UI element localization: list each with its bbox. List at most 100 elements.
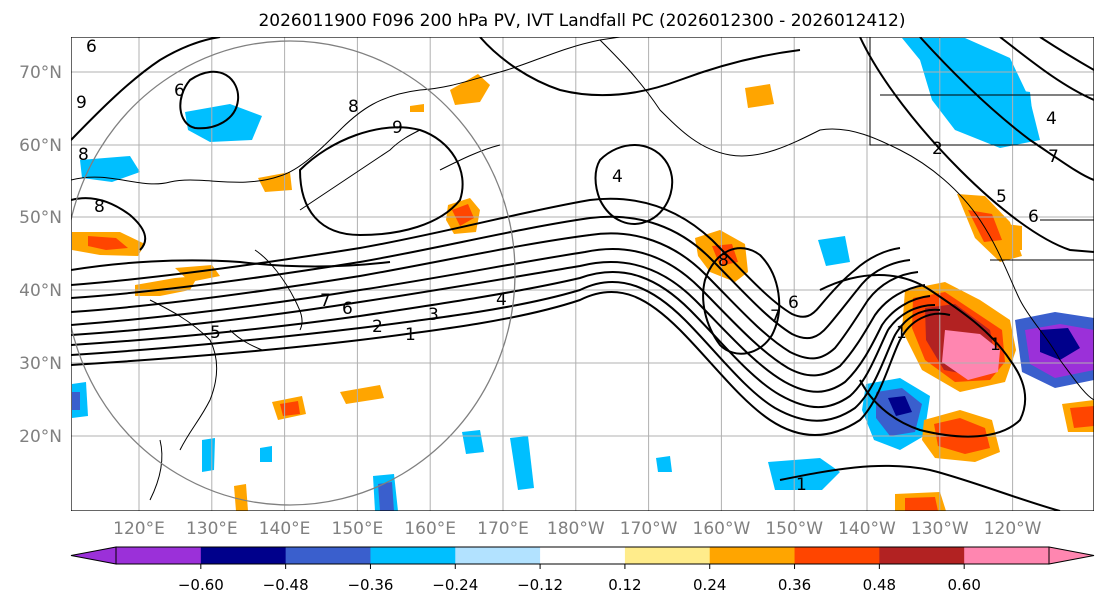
shade-warm [258, 172, 292, 192]
shade-hot [88, 236, 128, 250]
longitude-label: 130°E [186, 519, 238, 539]
contour-label: 2 [372, 317, 383, 337]
shade-warm [745, 84, 774, 108]
contour-label: 4 [1046, 109, 1057, 129]
longitude-labels: 120°E 130°E 140°E 150°E 160°E 170°E 180°W 170°W… [113, 519, 1042, 539]
latitude-label: 50°N [19, 208, 62, 228]
shade-hot [968, 210, 1002, 242]
colorbar-tick-label: −0.12 [517, 576, 563, 594]
longitude-label: 170°E [477, 519, 529, 539]
colorbar-swatch [455, 547, 541, 564]
colorbar-tick-label: −0.48 [263, 576, 309, 594]
shade-cool [510, 436, 534, 490]
shade-cool [656, 456, 672, 472]
contour-label: 8 [78, 145, 89, 165]
contour-label: 1 [796, 475, 807, 495]
colorbar-swatch [879, 547, 965, 564]
colorbar-swatch [285, 547, 371, 564]
contour-label: 5 [210, 323, 221, 343]
colorbar-swatch [964, 547, 1050, 564]
contour-label: 3 [428, 305, 439, 325]
shade-navy [1040, 328, 1080, 360]
shade-blue [72, 392, 80, 410]
shade-cool [80, 156, 140, 182]
contour-label: 5 [996, 187, 1007, 207]
contour-label: 6 [342, 299, 353, 319]
longitude-label: 120°W [984, 519, 1042, 539]
longitude-label: 150°E [332, 519, 384, 539]
shade-hot [452, 204, 474, 226]
contour-label: 1 [896, 323, 907, 343]
shade-pink [942, 330, 1000, 380]
colorbar-tick-label: −0.24 [432, 576, 478, 594]
latitude-label: 60°N [19, 136, 62, 156]
shade-warm [1005, 224, 1022, 250]
contour-label: 8 [94, 197, 105, 217]
longitude-label: 120°E [113, 519, 165, 539]
colorbar-tick-label: −0.36 [347, 576, 393, 594]
shade-navy [888, 396, 912, 416]
longitude-label: 160°W [693, 519, 751, 539]
longitude-label: 140°W [838, 519, 896, 539]
shade-cool [768, 458, 840, 490]
contour-label: 8 [718, 251, 729, 271]
contour-label: 1 [405, 325, 416, 345]
latitude-labels: 70°N 60°N 50°N 40°N 30°N 20°N [19, 63, 62, 447]
figure-title: 2026011900 F096 200 hPa PV, IVT Landfall… [258, 11, 905, 31]
shade-hot [905, 497, 938, 511]
shade-warm [340, 385, 384, 404]
contour-label: 6 [788, 293, 799, 313]
contour-label: 4 [612, 167, 623, 187]
contour-labels: 9 6 8 8 9 6 8 7 6 5 4 3 2 1 4 8 7 6 1 1 [76, 37, 1059, 495]
pv-contours [71, 37, 1094, 511]
contour-label: 6 [1028, 207, 1039, 227]
shade-blue [378, 482, 394, 511]
colorbar-extend-low [70, 546, 117, 565]
contour-label: 6 [174, 81, 185, 101]
latitude-label: 70°N [19, 63, 62, 83]
shade-warm [450, 74, 490, 105]
longitude-label: 170°W [620, 519, 678, 539]
contour-label: 9 [392, 118, 403, 138]
contour-label: 6 [86, 37, 97, 57]
contour-label: 2 [932, 139, 943, 159]
map-area: 9 6 8 8 9 6 8 7 6 5 4 3 2 1 4 8 7 6 1 1 [71, 37, 1094, 511]
longitude-label: 180°W [547, 519, 605, 539]
contour-label: 7 [770, 307, 781, 327]
latitude-label: 20°N [19, 427, 62, 447]
colorbar-tick-label: 0.48 [863, 576, 896, 594]
shade-cool [260, 446, 272, 462]
longitude-label: 140°E [259, 519, 311, 539]
colorbar-swatch [624, 547, 711, 564]
colorbar-tick-label: 0.60 [947, 576, 980, 594]
contour-label: 9 [76, 93, 87, 113]
colorbar-tick-label: 0.36 [778, 576, 811, 594]
longitude-label: 150°W [765, 519, 823, 539]
shade-warm [410, 104, 424, 112]
latitude-label: 40°N [19, 281, 62, 301]
colorbar: −0.60 −0.48 −0.36 −0.24 −0.12 0.12 0.24 0.36 0.4… [70, 546, 1095, 594]
contour-label: 1 [990, 335, 1001, 355]
latitude-label: 30°N [19, 354, 62, 374]
contour-label: 4 [496, 290, 507, 310]
shade-cool [818, 236, 850, 266]
colorbar-swatch [370, 547, 456, 564]
longitude-label: 160°E [404, 519, 456, 539]
longitude-label: 130°W [911, 519, 969, 539]
shade-hot [1070, 406, 1094, 428]
range-circle [71, 40, 516, 506]
colorbar-extend-high [1048, 546, 1095, 565]
shade-cool [202, 438, 215, 472]
colorbar-swatch [116, 547, 202, 564]
colorbar-tick-label: 0.12 [608, 576, 641, 594]
colorbar-swatch [540, 547, 626, 564]
contour-label: 7 [1048, 147, 1059, 167]
colorbar-frame [115, 546, 1050, 565]
colorbar-tick-label: −0.60 [178, 576, 224, 594]
colorbar-swatch [794, 547, 880, 564]
shade-warm [234, 484, 248, 511]
colorbar-tick-label: 0.24 [693, 576, 726, 594]
colorbar-swatch [709, 547, 796, 564]
